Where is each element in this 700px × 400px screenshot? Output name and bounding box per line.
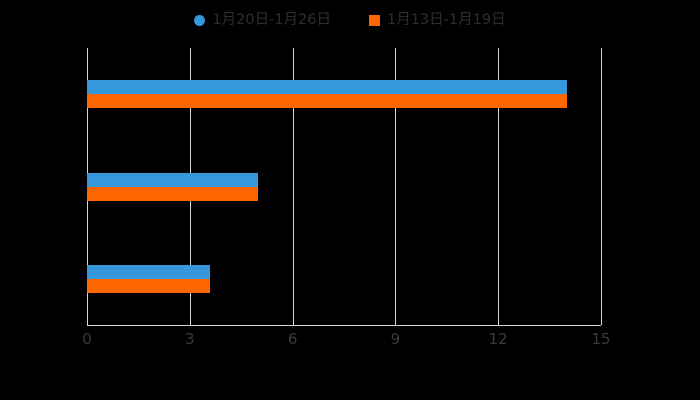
bar-德国-series-2[interactable] [87, 278, 211, 293]
x-tick-label-6: 6 [287, 330, 298, 348]
bar-美国-series-2[interactable] [87, 94, 567, 109]
gridline-x-6 [292, 48, 294, 325]
legend-entry-series-2[interactable]: 1月13日-1月19日 [369, 8, 506, 32]
bar-美国-series-1[interactable] [87, 80, 567, 95]
x-tick-label-0: 0 [82, 330, 92, 348]
x-tick-label-12: 12 [488, 330, 508, 348]
gridline-x-12 [498, 48, 500, 325]
bar-德国-series-1[interactable] [87, 264, 211, 279]
x-tick-label-3: 3 [185, 330, 195, 348]
legend-entry-series-1[interactable]: 1月20日-1月26日 [194, 8, 331, 32]
legend-label-series-2: 1月13日-1月19日 [387, 11, 506, 28]
gridline-x-15 [601, 48, 602, 325]
plot-area [87, 48, 602, 326]
bar-日本-series-2[interactable] [87, 186, 259, 201]
x-axis-line [87, 325, 601, 326]
x-tick-label-15: 15 [591, 330, 611, 348]
chart-legend: 1月20日-1月26日 1月13日-1月19日 [0, 8, 700, 32]
legend-marker-circle-icon [194, 14, 206, 26]
x-tick-label-9: 9 [390, 330, 401, 348]
legend-marker-square-icon [369, 14, 380, 26]
gridline-x-9 [395, 48, 397, 325]
legend-label-series-1: 1月20日-1月26日 [212, 11, 331, 28]
bar-日本-series-1[interactable] [87, 172, 259, 187]
